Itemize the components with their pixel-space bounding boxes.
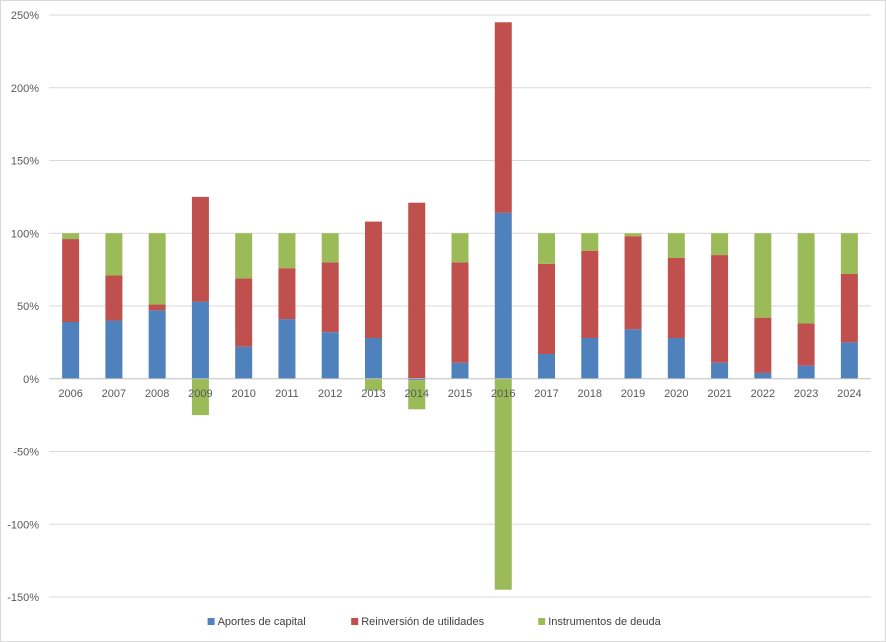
x-tick-label: 2016 xyxy=(491,388,515,400)
y-tick-label: 150% xyxy=(11,156,39,168)
bar-segment xyxy=(408,202,426,379)
y-tick-label: 100% xyxy=(11,228,39,240)
bar-segment xyxy=(408,378,426,381)
bar-segment xyxy=(797,323,815,366)
bar-segment xyxy=(364,221,382,339)
x-tick-label: 2010 xyxy=(231,388,255,400)
bar-segment xyxy=(408,380,426,410)
bar-segment xyxy=(451,233,469,263)
x-axis-ticks: 2006 2007 2008 2009 2010 2011 2012 2013 2014 2015… xyxy=(58,388,861,400)
y-tick-label: -150% xyxy=(7,592,39,604)
bar-segment xyxy=(148,233,166,305)
bar-segment xyxy=(235,346,253,379)
x-tick-label: 2008 xyxy=(145,388,169,400)
x-tick-label: 2017 xyxy=(534,388,558,400)
bar-segment xyxy=(840,233,858,274)
bar-segment xyxy=(364,378,382,391)
bar-segment xyxy=(148,310,166,379)
bar-segment xyxy=(62,239,80,323)
bar-segment xyxy=(494,212,512,379)
x-tick-label: 2024 xyxy=(837,388,861,400)
x-tick-label: 2022 xyxy=(751,388,775,400)
bar-segment xyxy=(840,273,858,343)
bar-segment xyxy=(278,319,296,379)
bar-segment xyxy=(105,275,123,321)
x-tick-label: 2021 xyxy=(707,388,731,400)
bar-segment xyxy=(624,329,642,379)
bar-segment xyxy=(667,338,685,379)
x-tick-label: 2018 xyxy=(578,388,602,400)
bar-segment xyxy=(538,263,556,355)
bar-segment xyxy=(538,233,556,264)
bar-segment xyxy=(667,257,685,339)
bar-segment xyxy=(62,322,80,379)
bar-segment xyxy=(235,278,253,347)
y-tick-label: -50% xyxy=(13,447,39,459)
bar-segment xyxy=(321,262,339,333)
legend-label: Instrumentos de deuda xyxy=(548,616,661,628)
bar-segment xyxy=(451,262,469,363)
y-tick-label: -100% xyxy=(7,519,39,531)
legend-swatch xyxy=(351,618,359,625)
legend-swatch xyxy=(538,618,546,625)
x-tick-label: 2011 xyxy=(275,388,299,400)
bars xyxy=(62,22,858,590)
y-axis-ticks: -150% -100% -50% 0% 50% 100% 150% 200% 250% xyxy=(7,10,39,604)
bar-segment xyxy=(538,354,556,379)
bar-segment xyxy=(191,301,209,379)
bar-segment xyxy=(321,332,339,379)
bar-segment xyxy=(278,268,296,320)
bar-segment xyxy=(235,233,253,279)
bar-segment xyxy=(105,320,123,379)
bar-segment xyxy=(278,233,296,269)
bar-segment xyxy=(494,22,512,213)
legend: Aportes de capital Reinversión de utilida… xyxy=(207,616,662,628)
legend-label: Aportes de capital xyxy=(218,616,306,628)
bar-segment xyxy=(711,362,729,379)
bar-segment xyxy=(754,372,772,379)
x-tick-label: 2012 xyxy=(318,388,342,400)
x-tick-label: 2006 xyxy=(58,388,82,400)
x-tick-label: 2014 xyxy=(404,388,428,400)
bar-segment xyxy=(754,317,772,373)
bar-segment xyxy=(797,365,815,379)
bar-segment xyxy=(191,196,209,302)
bar-segment xyxy=(62,233,80,240)
x-tick-label: 2015 xyxy=(448,388,472,400)
y-tick-label: 50% xyxy=(17,301,39,313)
bar-segment xyxy=(797,233,815,324)
x-tick-label: 2009 xyxy=(188,388,212,400)
bar-segment xyxy=(105,233,123,276)
bar-segment xyxy=(581,250,599,339)
bar-segment xyxy=(624,236,642,330)
bar-segment xyxy=(840,342,858,379)
bar-segment xyxy=(624,233,642,237)
bar-segment xyxy=(364,338,382,379)
x-tick-label: 2013 xyxy=(361,388,385,400)
bar-segment xyxy=(581,338,599,379)
bar-segment xyxy=(711,255,729,363)
bar-segment xyxy=(148,304,166,311)
legend-swatch xyxy=(207,618,215,625)
bar-segment xyxy=(321,233,339,263)
y-tick-label: 200% xyxy=(11,83,39,95)
bar-segment xyxy=(754,233,772,318)
y-tick-label: 0% xyxy=(23,374,39,386)
bar-segment xyxy=(581,233,599,251)
bar-segment xyxy=(191,378,209,416)
x-tick-label: 2023 xyxy=(794,388,818,400)
y-tick-label: 250% xyxy=(11,10,39,22)
x-tick-label: 2020 xyxy=(664,388,688,400)
bar-segment xyxy=(711,233,729,256)
x-tick-label: 2019 xyxy=(621,388,645,400)
bar-segment xyxy=(494,378,512,590)
x-tick-label: 2007 xyxy=(102,388,126,400)
bar-segment xyxy=(667,233,685,258)
bar-segment xyxy=(451,362,469,379)
legend-label: Reinversión de utilidades xyxy=(361,616,484,628)
